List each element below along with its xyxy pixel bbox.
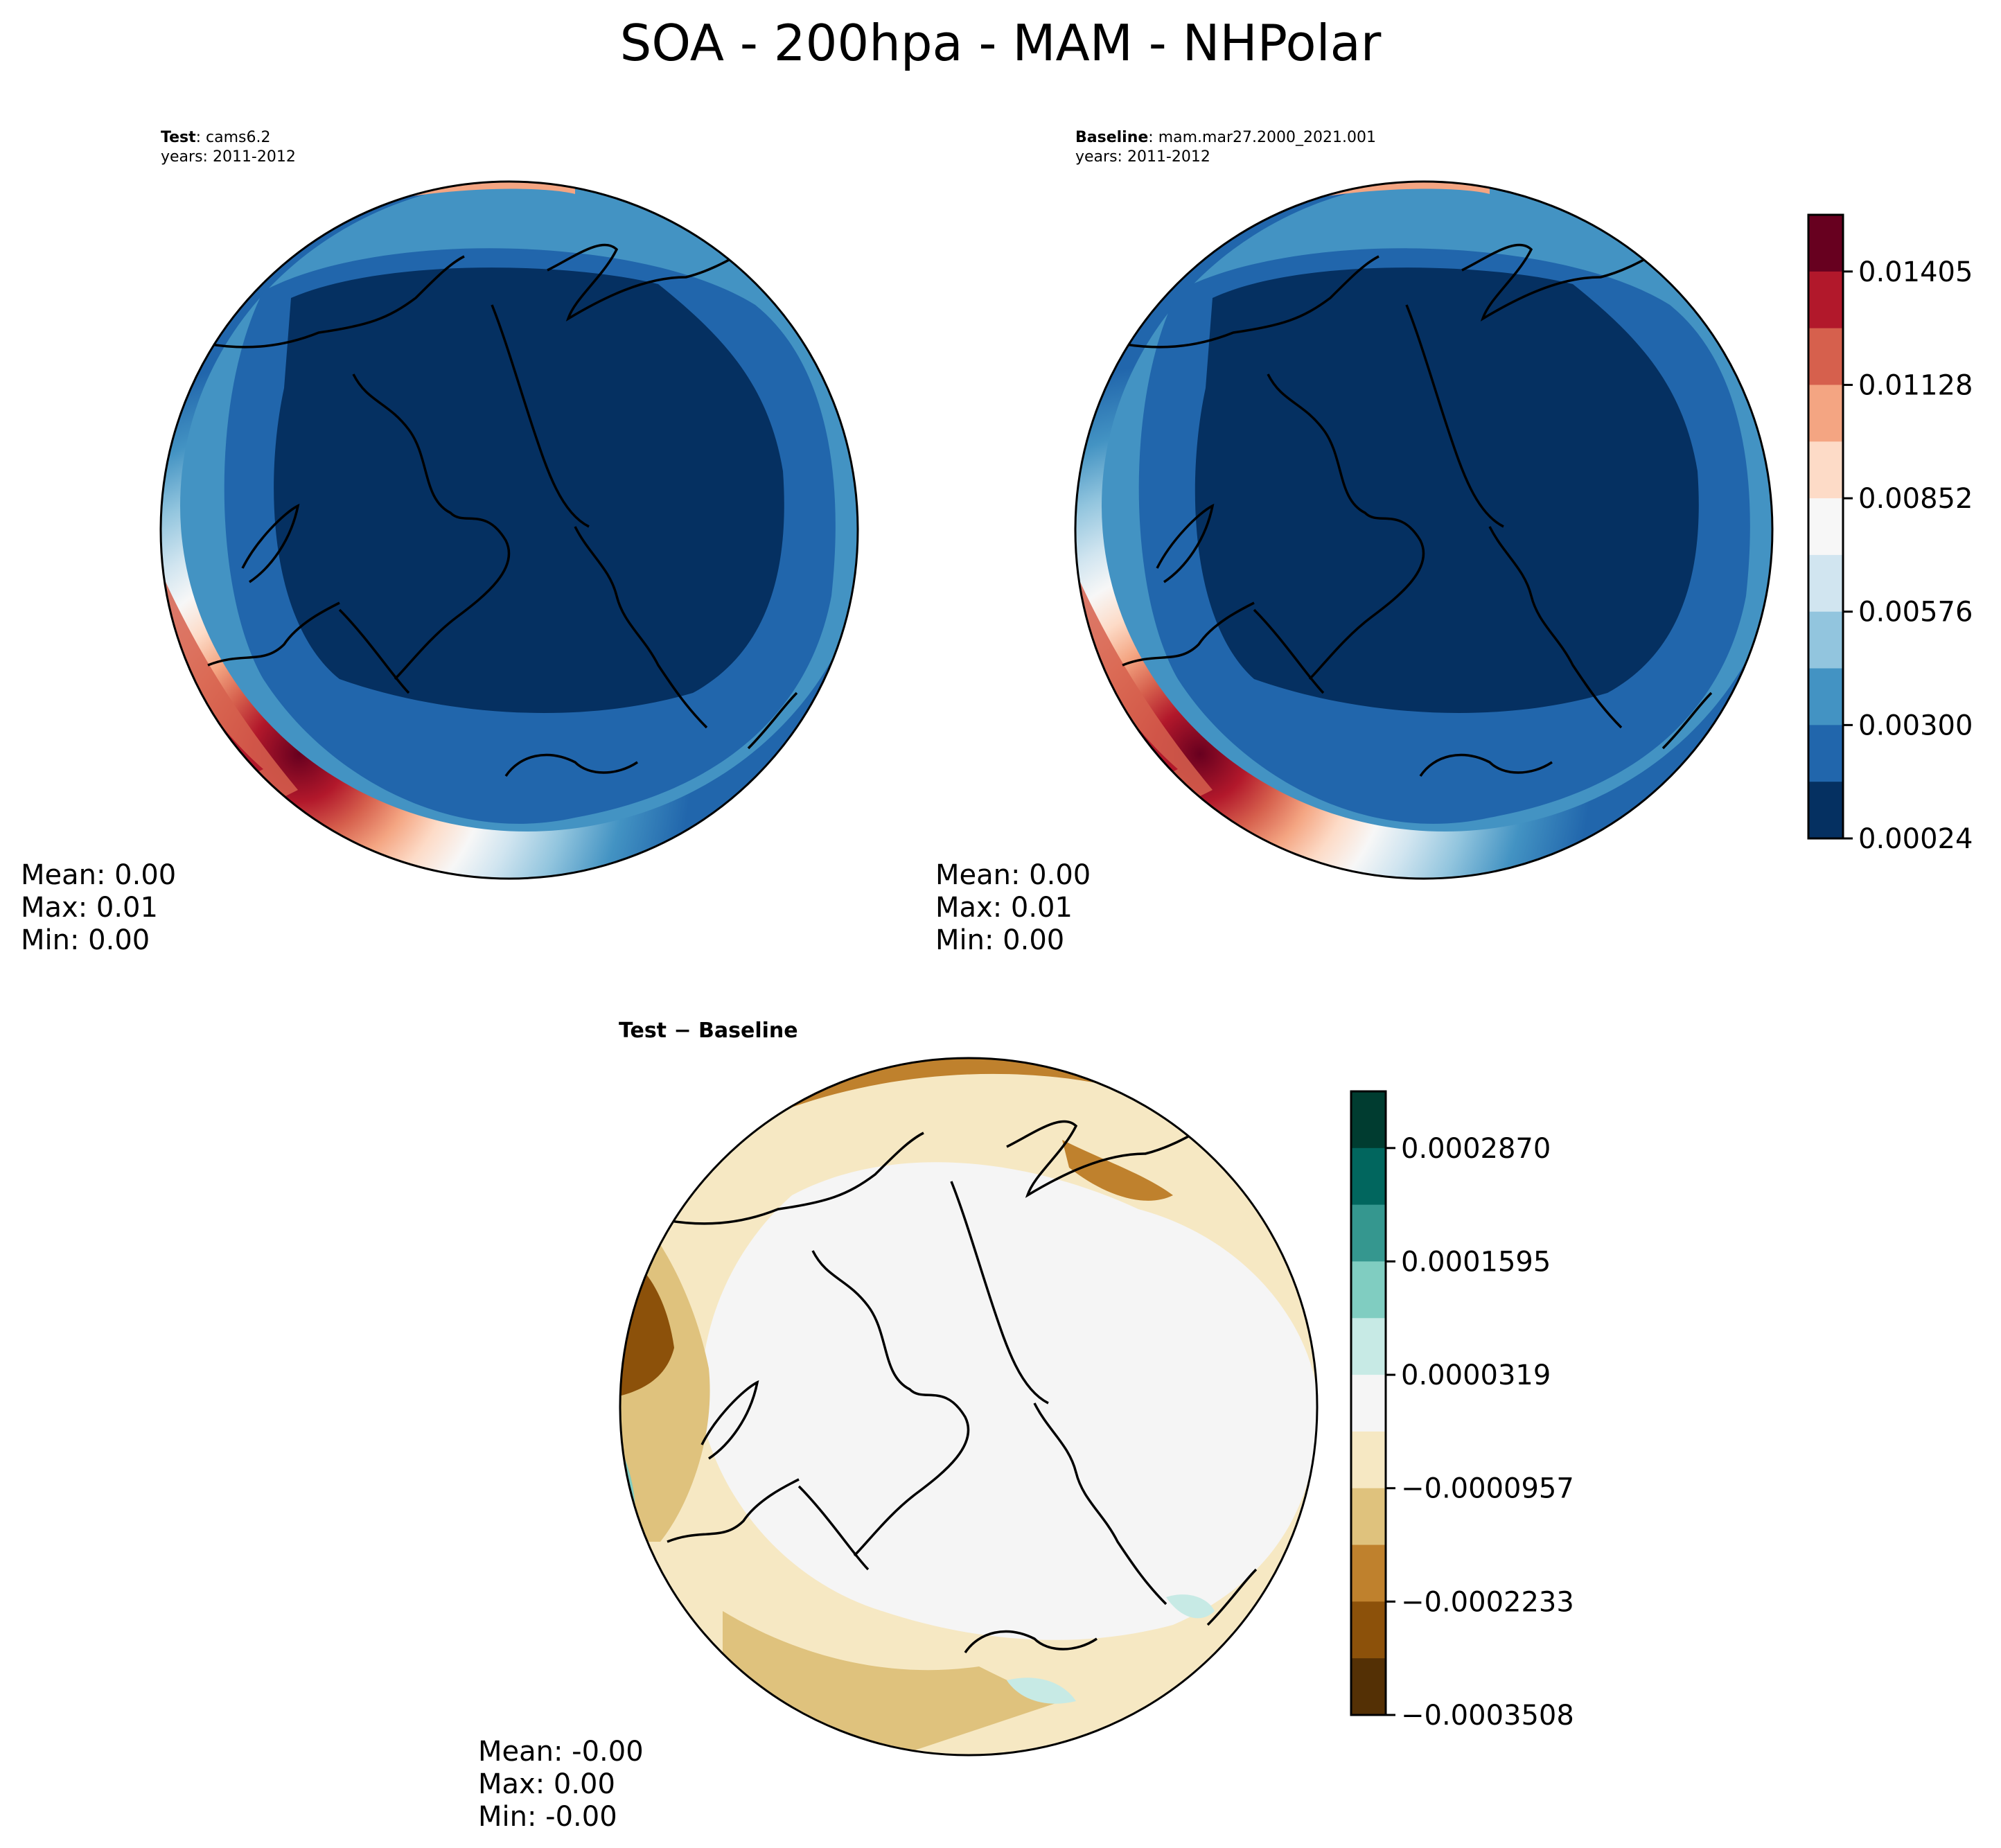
baseline-min: Min: 0.00 — [935, 924, 1065, 956]
neg-anomaly-1 — [1062, 1140, 1173, 1201]
test-mean: Mean: 0.00 — [21, 859, 177, 891]
diff-colorbar-segment-10 — [1351, 1658, 1386, 1716]
main-colorbar-tick-label-5: 0.00024 — [1858, 823, 1973, 855]
baseline-stats: Mean: 0.00 Max: 0.01 Min: 0.00 — [935, 859, 1091, 957]
figure-title: SOA - 200hpa - MAM - NHPolar — [619, 14, 1382, 72]
diff-colorbar-border — [1350, 1090, 1387, 1716]
main-colorbar-tick-label-3: 0.00576 — [1858, 597, 1973, 628]
main-colorbar-segment-1 — [1808, 271, 1843, 329]
main-colorbar-segment-7 — [1808, 611, 1843, 669]
main-colorbar-segment-8 — [1808, 668, 1843, 725]
diff-header: Test − Baseline — [619, 1019, 798, 1043]
diff-colorbar-segment-9 — [1351, 1601, 1386, 1659]
diff-colorbar-tick-label-1: 0.0001595 — [1401, 1246, 1551, 1278]
main-colorbar-segment-4 — [1808, 441, 1843, 499]
pos-anomaly-3 — [1166, 1594, 1215, 1619]
diff-max: Max: 0.00 — [478, 1768, 615, 1800]
main-colorbar-tick-label-2: 0.00852 — [1858, 483, 1973, 515]
diff-colorbar-tick-label-3: −0.0000957 — [1401, 1473, 1574, 1505]
coastlines — [186, 243, 798, 777]
main-colorbar: 0.01405 0.01128 0.00852 0.00576 0.00300 0.000… — [1807, 213, 1973, 855]
diff-colorbar-segment-1 — [1351, 1147, 1386, 1206]
coastlines — [1101, 243, 1713, 777]
diff-colorbar-tick-label-4: −0.0002233 — [1401, 1586, 1574, 1618]
test-header: Test: cams6.2 years: 2011-2012 — [161, 128, 296, 167]
diff-colorbar-tick-label-0: 0.0002870 — [1401, 1133, 1551, 1165]
baseline-map — [1074, 180, 1774, 880]
baseline-label: Baseline — [1075, 129, 1149, 146]
diff-colorbar-segment-0 — [1351, 1091, 1386, 1149]
core-region — [1195, 267, 1699, 713]
main-colorbar-segment-5 — [1808, 498, 1843, 556]
main-colorbar-border — [1807, 213, 1844, 840]
main-colorbar-segment-6 — [1808, 554, 1843, 613]
main-colorbar-segment-0 — [1808, 215, 1843, 272]
diff-colorbar-tick-label-5: −0.0003508 — [1401, 1700, 1574, 1732]
main-colorbar-tick-label-1: 0.01128 — [1858, 369, 1973, 401]
main-colorbar-segment-10 — [1808, 782, 1843, 839]
diff-colorbar-segment-7 — [1351, 1488, 1386, 1546]
warm-edge — [161, 568, 298, 818]
test-case: : cams6.2 — [195, 129, 271, 146]
test-stats: Mean: 0.00 Max: 0.01 Min: 0.00 — [21, 859, 176, 957]
diff-colorbar-segment-4 — [1351, 1318, 1386, 1375]
baseline-years: years: 2011-2012 — [1075, 148, 1210, 166]
baseline-header: Baseline: mam.mar27.2000_2021.001 years:… — [1075, 128, 1376, 167]
diff-colorbar-segment-6 — [1351, 1431, 1386, 1489]
diff-colorbar-tick-label-2: 0.0000319 — [1401, 1359, 1551, 1391]
baseline-mean: Mean: 0.00 — [935, 859, 1091, 891]
main-colorbar-segment-9 — [1808, 725, 1843, 782]
main-colorbar-tick-label-0: 0.01405 — [1858, 256, 1973, 288]
diff-colorbar-segment-8 — [1351, 1545, 1386, 1602]
diff-mean: Mean: -0.00 — [478, 1736, 644, 1768]
diff-map — [619, 1057, 1319, 1757]
diff-min: Min: -0.00 — [478, 1801, 617, 1833]
diff-colorbar-segment-2 — [1351, 1204, 1386, 1262]
test-min: Min: 0.00 — [21, 924, 150, 956]
main-colorbar-segment-2 — [1808, 328, 1843, 385]
main-colorbar-tick-label-4: 0.00300 — [1858, 710, 1973, 741]
diff-colorbar-segment-5 — [1351, 1375, 1386, 1432]
test-label: Test — [161, 129, 196, 146]
test-max: Max: 0.01 — [21, 892, 158, 924]
main-colorbar-segment-3 — [1808, 385, 1843, 442]
baseline-max: Max: 0.01 — [935, 892, 1073, 924]
test-map — [159, 180, 859, 880]
neutral-region — [700, 1162, 1317, 1640]
baseline-case: : mam.mar27.2000_2021.001 — [1148, 129, 1376, 146]
pos-anomaly-2 — [1007, 1678, 1076, 1704]
test-years: years: 2011-2012 — [161, 148, 296, 166]
coastlines — [646, 1120, 1258, 1653]
diff-colorbar: 0.0002870 0.0001595 0.0000319 −0.0000957 −0.… — [1350, 1090, 1574, 1732]
diff-stats: Mean: -0.00 Max: 0.00 Min: -0.00 — [478, 1736, 644, 1833]
warm-edge — [1075, 568, 1213, 818]
diff-colorbar-segment-3 — [1351, 1261, 1386, 1319]
core-region — [274, 267, 784, 713]
